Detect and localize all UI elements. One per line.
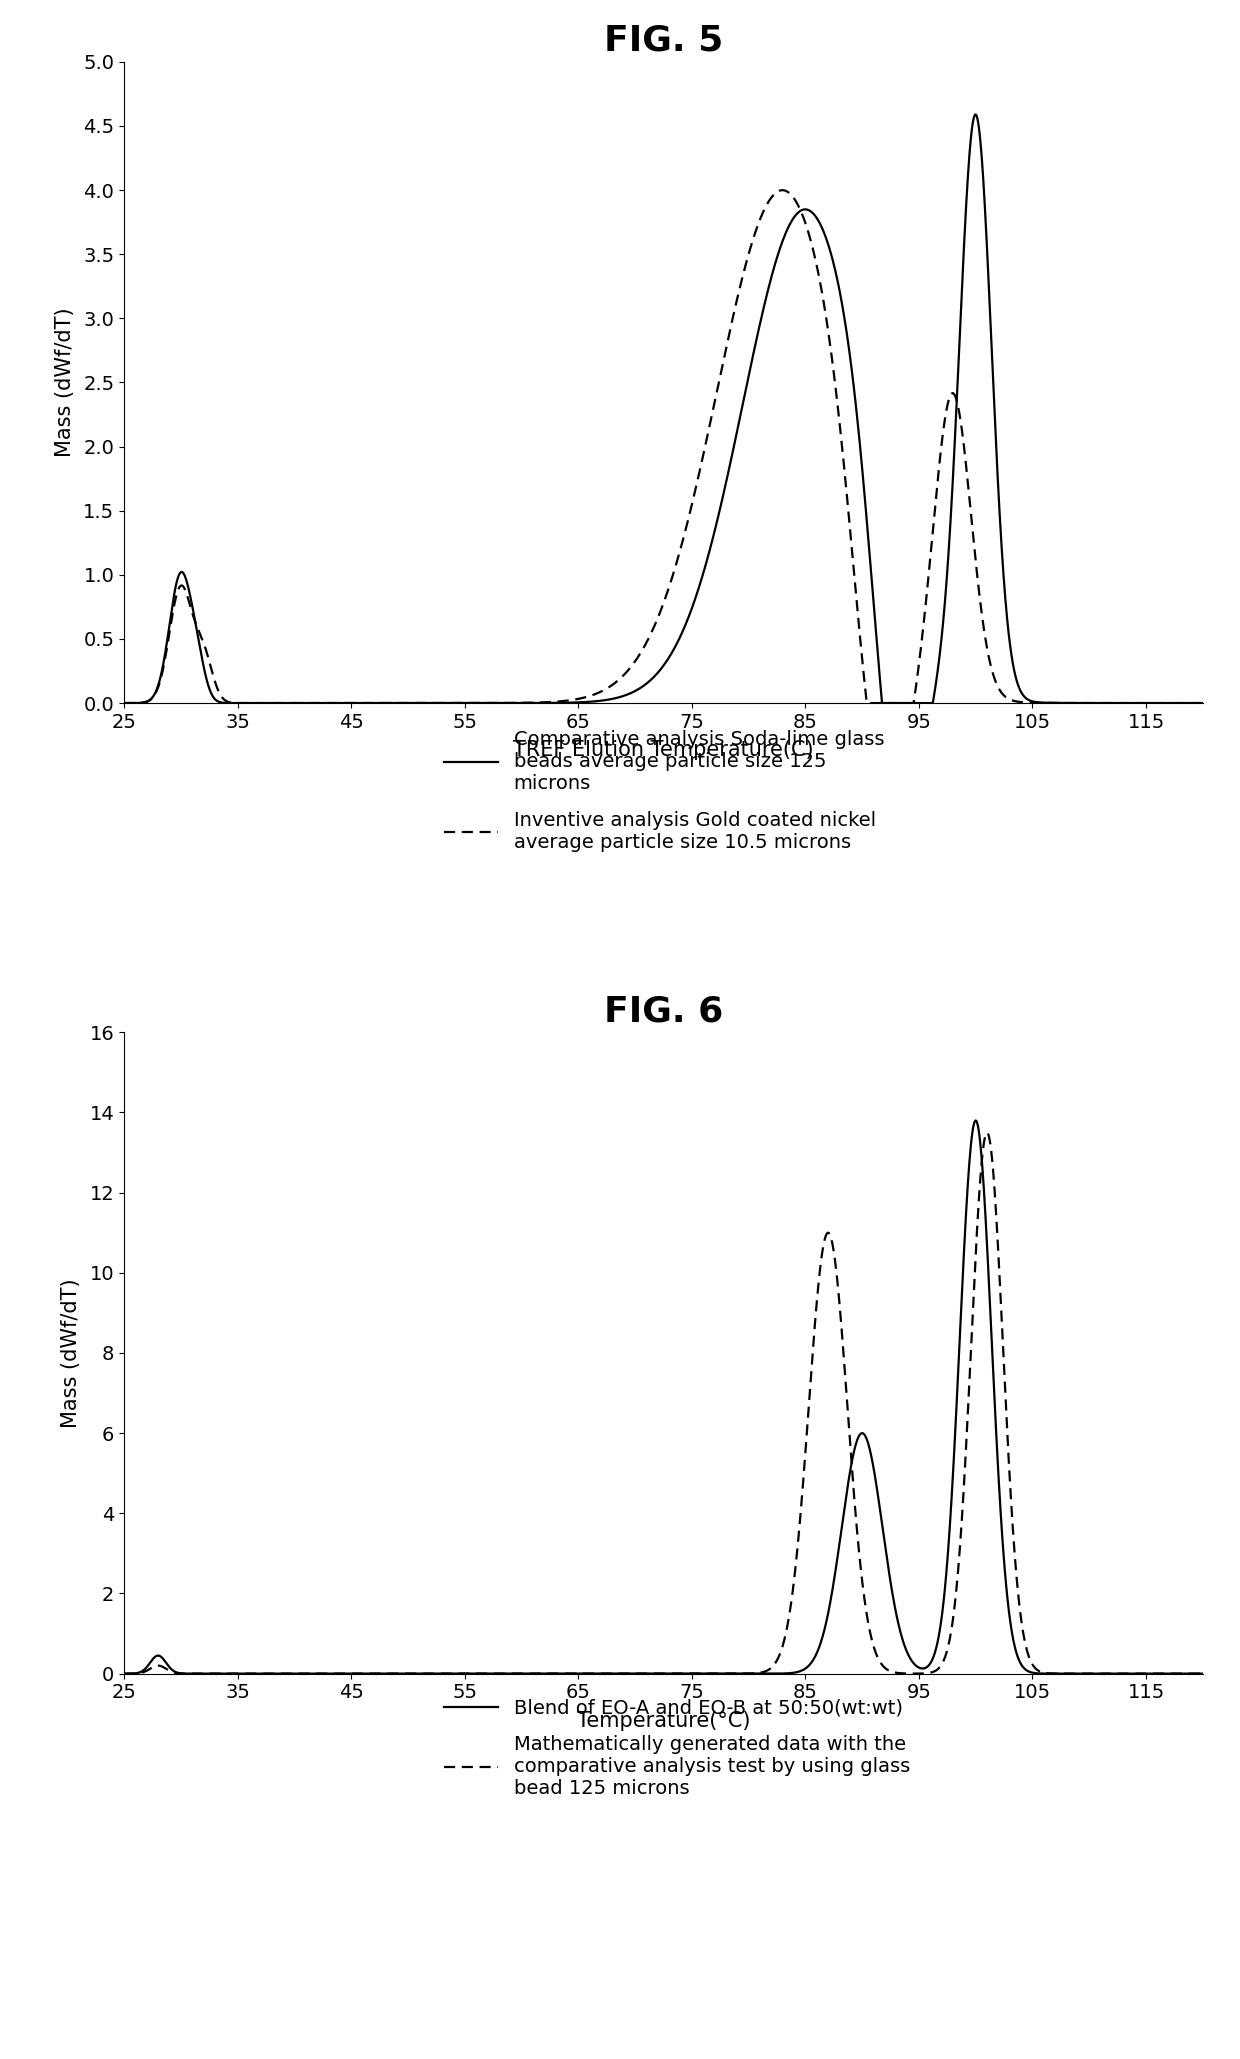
Title: FIG. 6: FIG. 6 [604, 994, 723, 1027]
X-axis label: TREF Elution Temperature(C): TREF Elution Temperature(C) [513, 739, 813, 760]
Legend: Blend of EO-A and EO-B at 50:50(wt:wt), Mathematically generated data with the
c: Blend of EO-A and EO-B at 50:50(wt:wt), … [435, 1690, 918, 1806]
Title: FIG. 5: FIG. 5 [604, 23, 723, 58]
Y-axis label: Mass (dWf/dT): Mass (dWf/dT) [61, 1279, 81, 1427]
Y-axis label: Mass (dWf/dT): Mass (dWf/dT) [55, 307, 74, 457]
X-axis label: Temperature(°C): Temperature(°C) [577, 1711, 750, 1732]
Legend: Comparative analysis Soda-lime glass
beads average particle size 125
microns, In: Comparative analysis Soda-lime glass bea… [435, 723, 892, 859]
